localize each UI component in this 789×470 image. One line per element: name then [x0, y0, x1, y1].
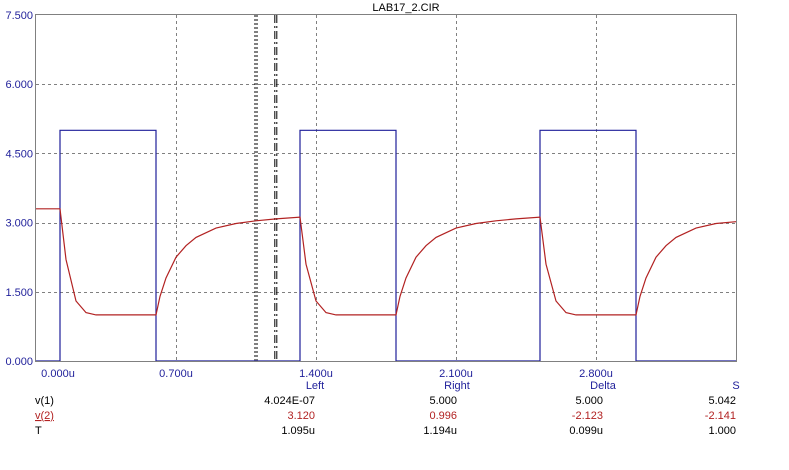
chart-title: LAB17_2.CIR: [372, 2, 439, 14]
x-tick-label: 0.000u: [41, 368, 75, 380]
x-axis-ticks: 0.000u 0.700u 1.400u 2.100u 2.800u: [41, 368, 613, 380]
row-value: 1.000: [708, 425, 736, 437]
row-value: 1.194u: [423, 425, 457, 437]
header-right: Right: [444, 380, 470, 392]
y-tick-label: 4.500: [5, 148, 33, 160]
row-value: 4.024E-07: [264, 395, 315, 407]
row-label: T: [35, 425, 42, 437]
series-v2: [36, 209, 736, 315]
x-tick-label: 1.400u: [299, 368, 333, 380]
y-tick-label: 3.000: [5, 218, 33, 230]
row-value: 3.120: [287, 410, 315, 422]
grid: [36, 15, 736, 361]
row-value: 5.042: [708, 395, 736, 407]
series-layer: [36, 130, 736, 361]
y-tick-label: 0.000: [5, 356, 33, 368]
row-value: -2.123: [572, 410, 603, 422]
header-slope: S: [732, 380, 739, 392]
row-label: v(1): [35, 395, 54, 407]
x-tick-label: 2.800u: [579, 368, 613, 380]
row-value: 5.000: [429, 395, 457, 407]
header-left: Left: [306, 380, 324, 392]
row-value: 5.000: [575, 395, 603, 407]
y-axis-ticks: 0.000 1.500 3.000 4.500 6.000 7.500: [5, 10, 33, 368]
x-tick-label: 0.700u: [159, 368, 193, 380]
header-delta: Delta: [590, 380, 617, 392]
y-tick-label: 1.500: [5, 287, 33, 299]
row-value: -2.141: [705, 410, 736, 422]
row-label: v(2): [35, 410, 54, 422]
row-value: 0.996: [429, 410, 457, 422]
y-tick-label: 7.500: [5, 10, 33, 22]
cursor-readout-table: Left Right Delta S v(1) 4.024E-07 5.000 5.0…: [35, 380, 740, 437]
row-value: 0.099u: [569, 425, 603, 437]
series-v1: [36, 130, 736, 361]
row-value: 1.095u: [281, 425, 315, 437]
y-tick-label: 6.000: [5, 79, 33, 91]
x-tick-label: 2.100u: [439, 368, 473, 380]
cursor-lines[interactable]: [255, 15, 277, 361]
plot-frame: [36, 15, 737, 362]
